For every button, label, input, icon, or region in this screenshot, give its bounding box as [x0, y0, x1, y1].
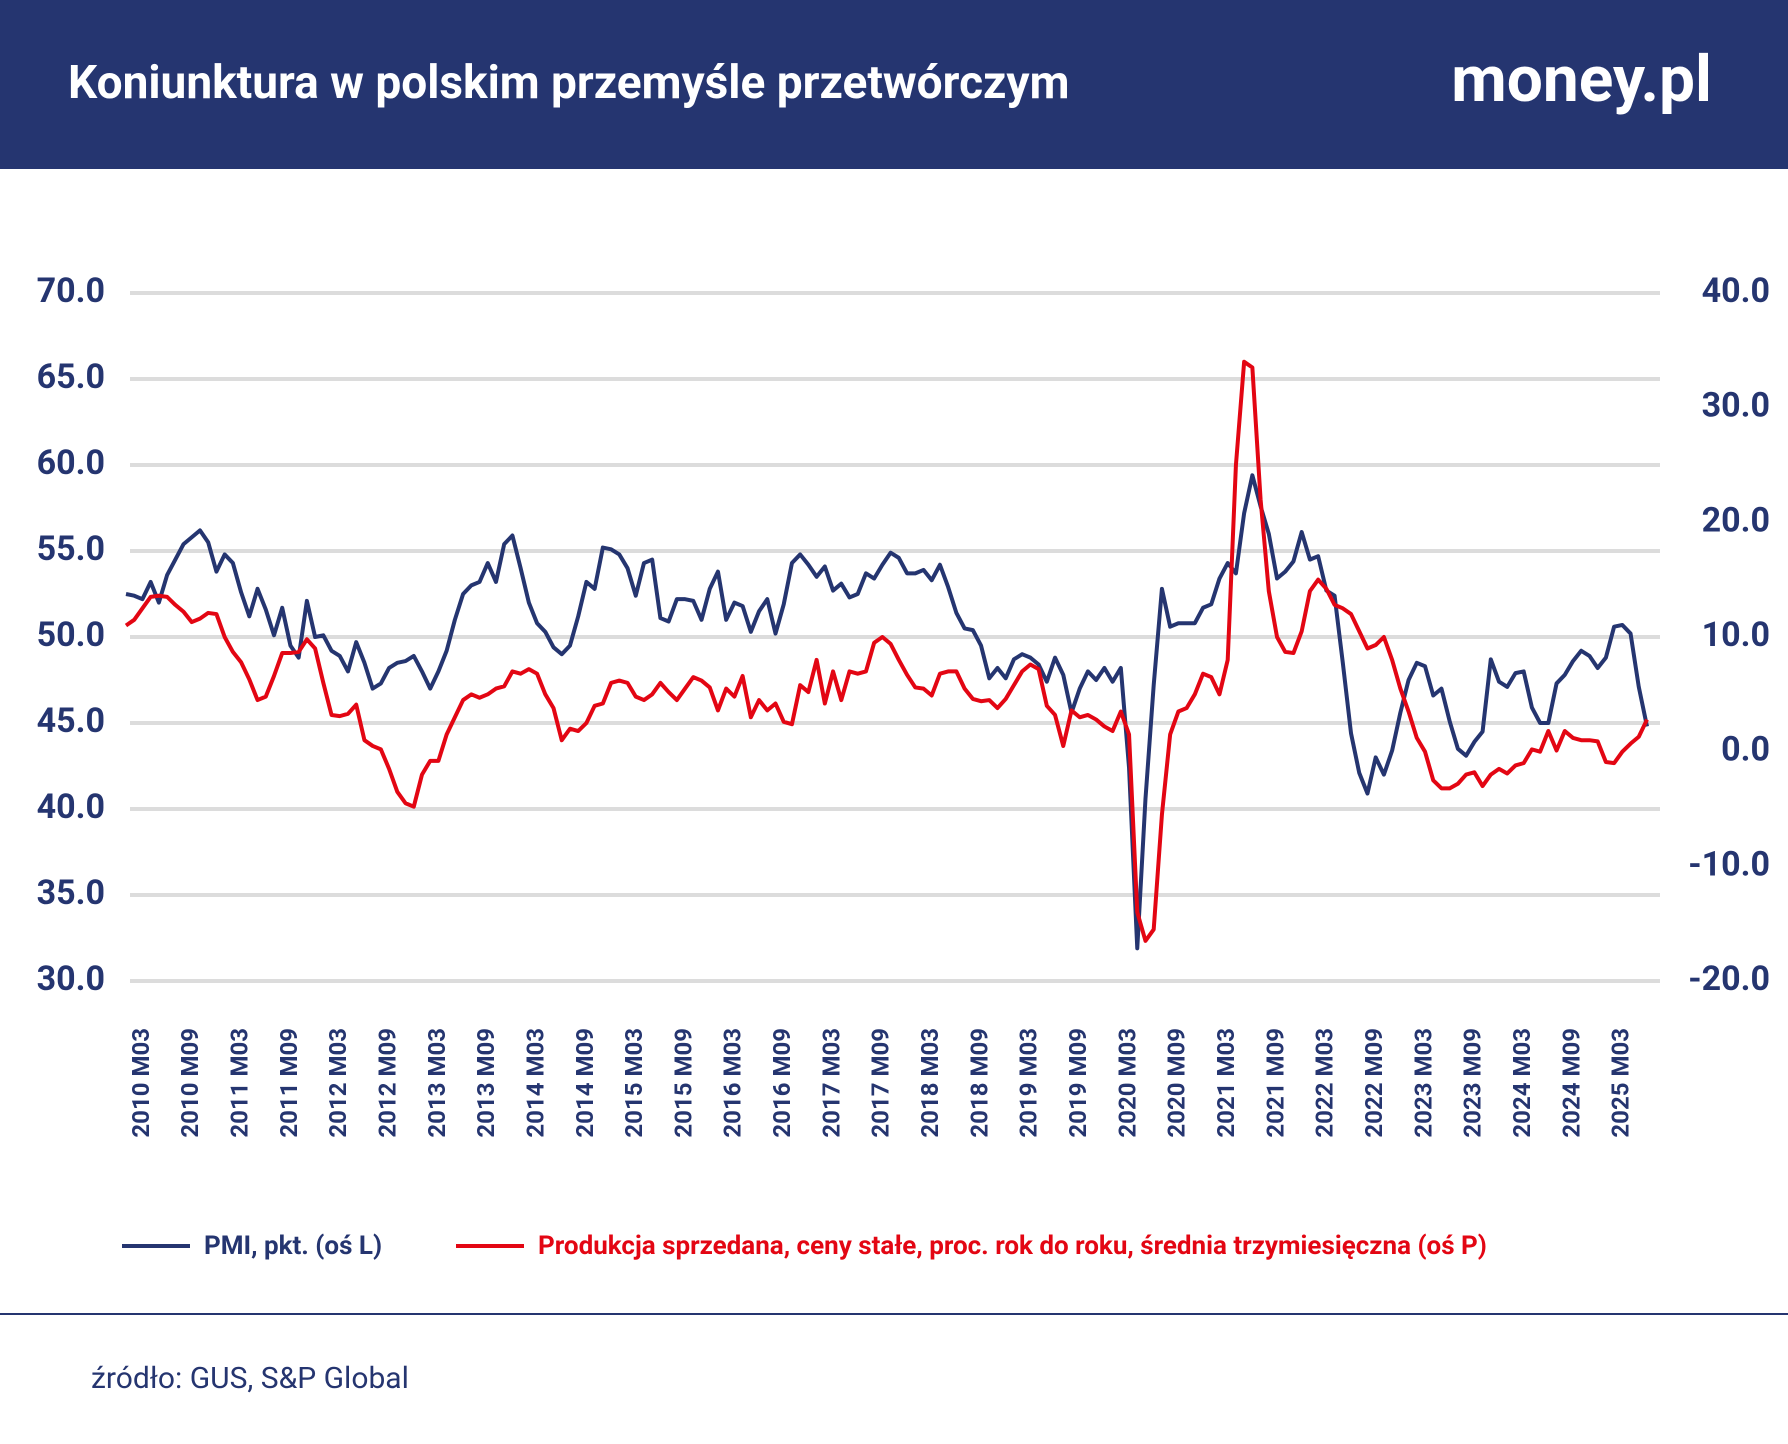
y-tick-label: 55.0 [37, 529, 105, 569]
y2-tick-label: 20.0 [1702, 500, 1770, 540]
x-tick-label: 2025 M03 [1607, 1028, 1635, 1138]
y-tick-label: 30.0 [37, 959, 105, 999]
y-tick-label: 60.0 [37, 443, 105, 483]
x-tick-label: 2011 M09 [275, 1028, 303, 1138]
x-tick-label: 2017 M03 [817, 1028, 845, 1138]
x-tick-label: 2017 M09 [867, 1028, 895, 1138]
x-tick-label: 2022 M09 [1360, 1028, 1388, 1138]
x-tick-label: 2011 M03 [225, 1028, 253, 1138]
source: źródło: GUS, S&P Global [91, 1361, 409, 1396]
x-tick-label: 2021 M03 [1212, 1028, 1240, 1138]
x-tick-label: 2020 M09 [1163, 1028, 1191, 1138]
x-tick-label: 2016 M09 [768, 1028, 796, 1138]
x-tick-label: 2019 M09 [1064, 1028, 1092, 1138]
y2-tick-label: 40.0 [1702, 271, 1770, 311]
brand-logo: money.pl [1451, 42, 1712, 117]
x-tick-label: 2016 M03 [719, 1028, 747, 1138]
x-tick-label: 2020 M03 [1113, 1028, 1141, 1138]
y2-tick-label: -20.0 [1688, 959, 1770, 999]
x-tick-label: 2024 M09 [1557, 1028, 1585, 1138]
y-tick-label: 50.0 [37, 615, 105, 655]
y2-tick-label: -10.0 [1688, 844, 1770, 884]
x-tick-label: 2022 M03 [1311, 1028, 1339, 1138]
line-series [124, 359, 1649, 943]
x-tick-label: 2012 M03 [324, 1028, 352, 1138]
line-series [125, 473, 1649, 951]
x-tick-label: 2015 M09 [669, 1028, 697, 1138]
x-tick-label: 2018 M03 [916, 1028, 944, 1138]
x-tick-label: 2018 M09 [965, 1028, 993, 1138]
y-tick-label: 40.0 [37, 787, 105, 827]
x-tick-label: 2010 M03 [127, 1028, 155, 1138]
y-tick-label: 45.0 [37, 701, 105, 741]
x-tick-label: 2010 M09 [176, 1028, 204, 1138]
x-tick-label: 2013 M09 [472, 1028, 500, 1138]
y-tick-label: 70.0 [37, 271, 105, 311]
x-tick-label: 2014 M09 [571, 1028, 599, 1138]
x-tick-label: 2013 M03 [423, 1028, 451, 1138]
legend-label: PMI, pkt. (oś L) [204, 1231, 382, 1261]
x-tick-label: 2014 M03 [521, 1028, 549, 1138]
y2-tick-label: 30.0 [1702, 386, 1770, 426]
legend-label: Produkcja sprzedana, ceny stałe, proc. r… [538, 1231, 1487, 1261]
x-tick-label: 2023 M03 [1409, 1028, 1437, 1138]
chart-title: Koniunktura w polskim przemyśle przetwór… [68, 56, 1069, 110]
x-tick-label: 2015 M03 [620, 1028, 648, 1138]
y2-tick-label: 10.0 [1702, 615, 1770, 655]
x-tick-label: 2023 M09 [1459, 1028, 1487, 1138]
x-tick-label: 2012 M09 [373, 1028, 401, 1138]
x-tick-label: 2021 M09 [1261, 1028, 1289, 1138]
header [0, 0, 1788, 169]
y2-tick-label: 0.0 [1721, 730, 1770, 770]
x-tick-label: 2019 M03 [1015, 1028, 1043, 1138]
y-tick-label: 65.0 [37, 357, 105, 397]
x-tick-label: 2024 M03 [1508, 1028, 1536, 1138]
y-tick-label: 35.0 [37, 873, 105, 913]
